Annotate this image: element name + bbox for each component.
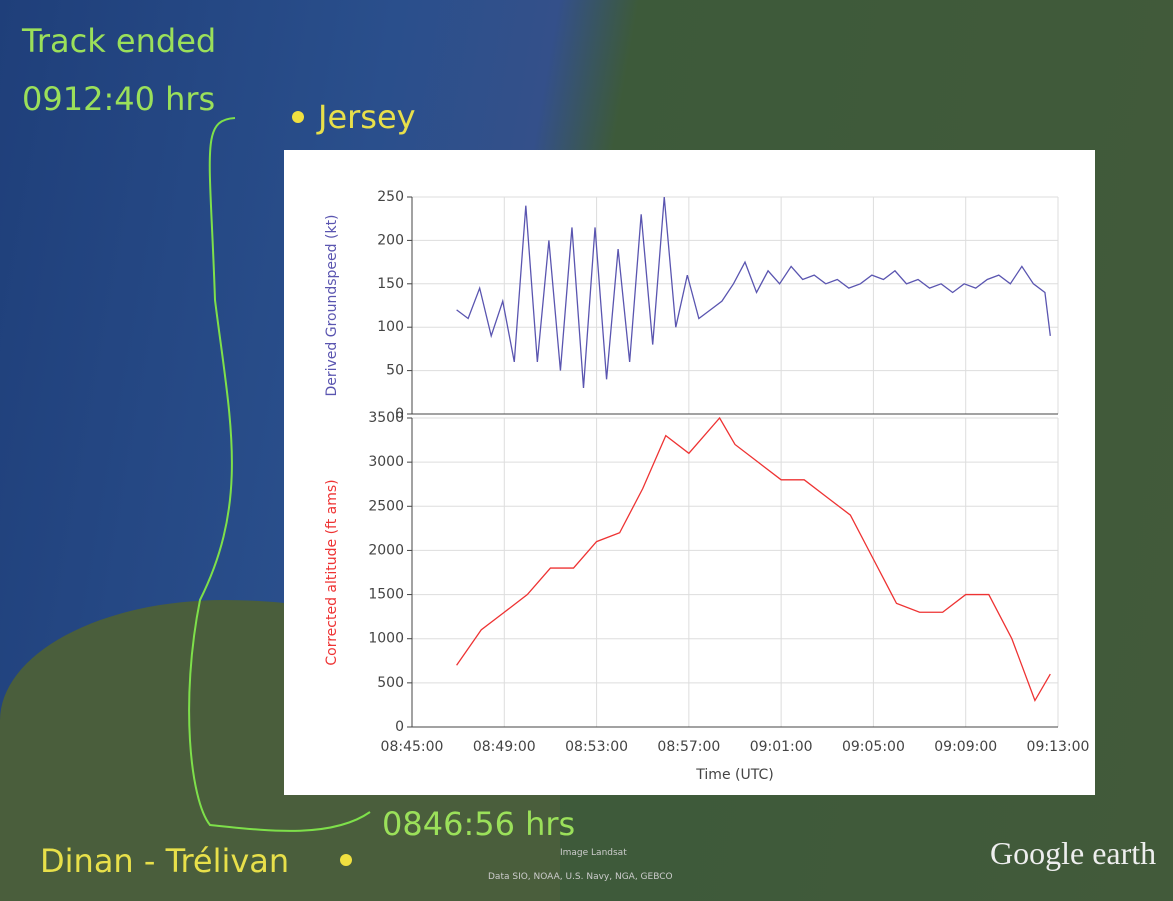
- x-axis-label: Time (UTC): [695, 767, 773, 783]
- x-tick-label: 08:57:00: [657, 739, 720, 755]
- y-tick-label: 3500: [368, 410, 404, 426]
- x-tick-label: 08:45:00: [381, 739, 444, 755]
- dinan-dot: [340, 854, 352, 866]
- y-axis-label: Corrected altitude (ft ams): [324, 479, 340, 665]
- x-tick-label: 09:09:00: [934, 739, 997, 755]
- line: [457, 418, 1051, 701]
- y-tick-label: 0: [395, 719, 404, 735]
- credit: Data SIO, NOAA, U.S. Navy, NGA, GEBCO: [488, 872, 673, 882]
- y-tick-label: 2000: [368, 542, 404, 558]
- label: Dinan - Trélivan: [40, 842, 289, 880]
- y-tick-label: 50: [386, 363, 404, 379]
- y-tick-label: 150: [377, 276, 404, 292]
- label: Jersey: [318, 98, 416, 136]
- x-tick-label: 08:53:00: [565, 739, 628, 755]
- credit: Image Landsat: [560, 848, 627, 858]
- x-tick-label: 09:05:00: [842, 739, 905, 755]
- line: [457, 197, 1051, 388]
- label: 0846:56 hrs: [382, 805, 575, 843]
- y-tick-label: 500: [377, 675, 404, 691]
- y-axis-label: Derived Groundspeed (kt): [324, 214, 340, 396]
- y-tick-label: 100: [377, 319, 404, 335]
- y-tick-label: 200: [377, 232, 404, 248]
- label: Track ended: [22, 22, 216, 60]
- y-tick-label: 3000: [368, 454, 404, 470]
- y-tick-label: 250: [377, 189, 404, 205]
- y-tick-label: 1500: [368, 587, 404, 603]
- x-tick-label: 09:01:00: [750, 739, 813, 755]
- jersey-dot: [292, 111, 304, 123]
- brand: Google earth: [990, 835, 1156, 872]
- y-tick-label: 2500: [368, 498, 404, 514]
- chart: 0 50 100 150 200 250 Derived Groundspeed (kt) 0…: [284, 150, 1095, 795]
- x-tick-label: 08:49:00: [473, 739, 536, 755]
- y-tick-label: 1000: [368, 631, 404, 647]
- x-tick-label: 09:13:00: [1027, 739, 1090, 755]
- label: 0912:40 hrs: [22, 80, 215, 118]
